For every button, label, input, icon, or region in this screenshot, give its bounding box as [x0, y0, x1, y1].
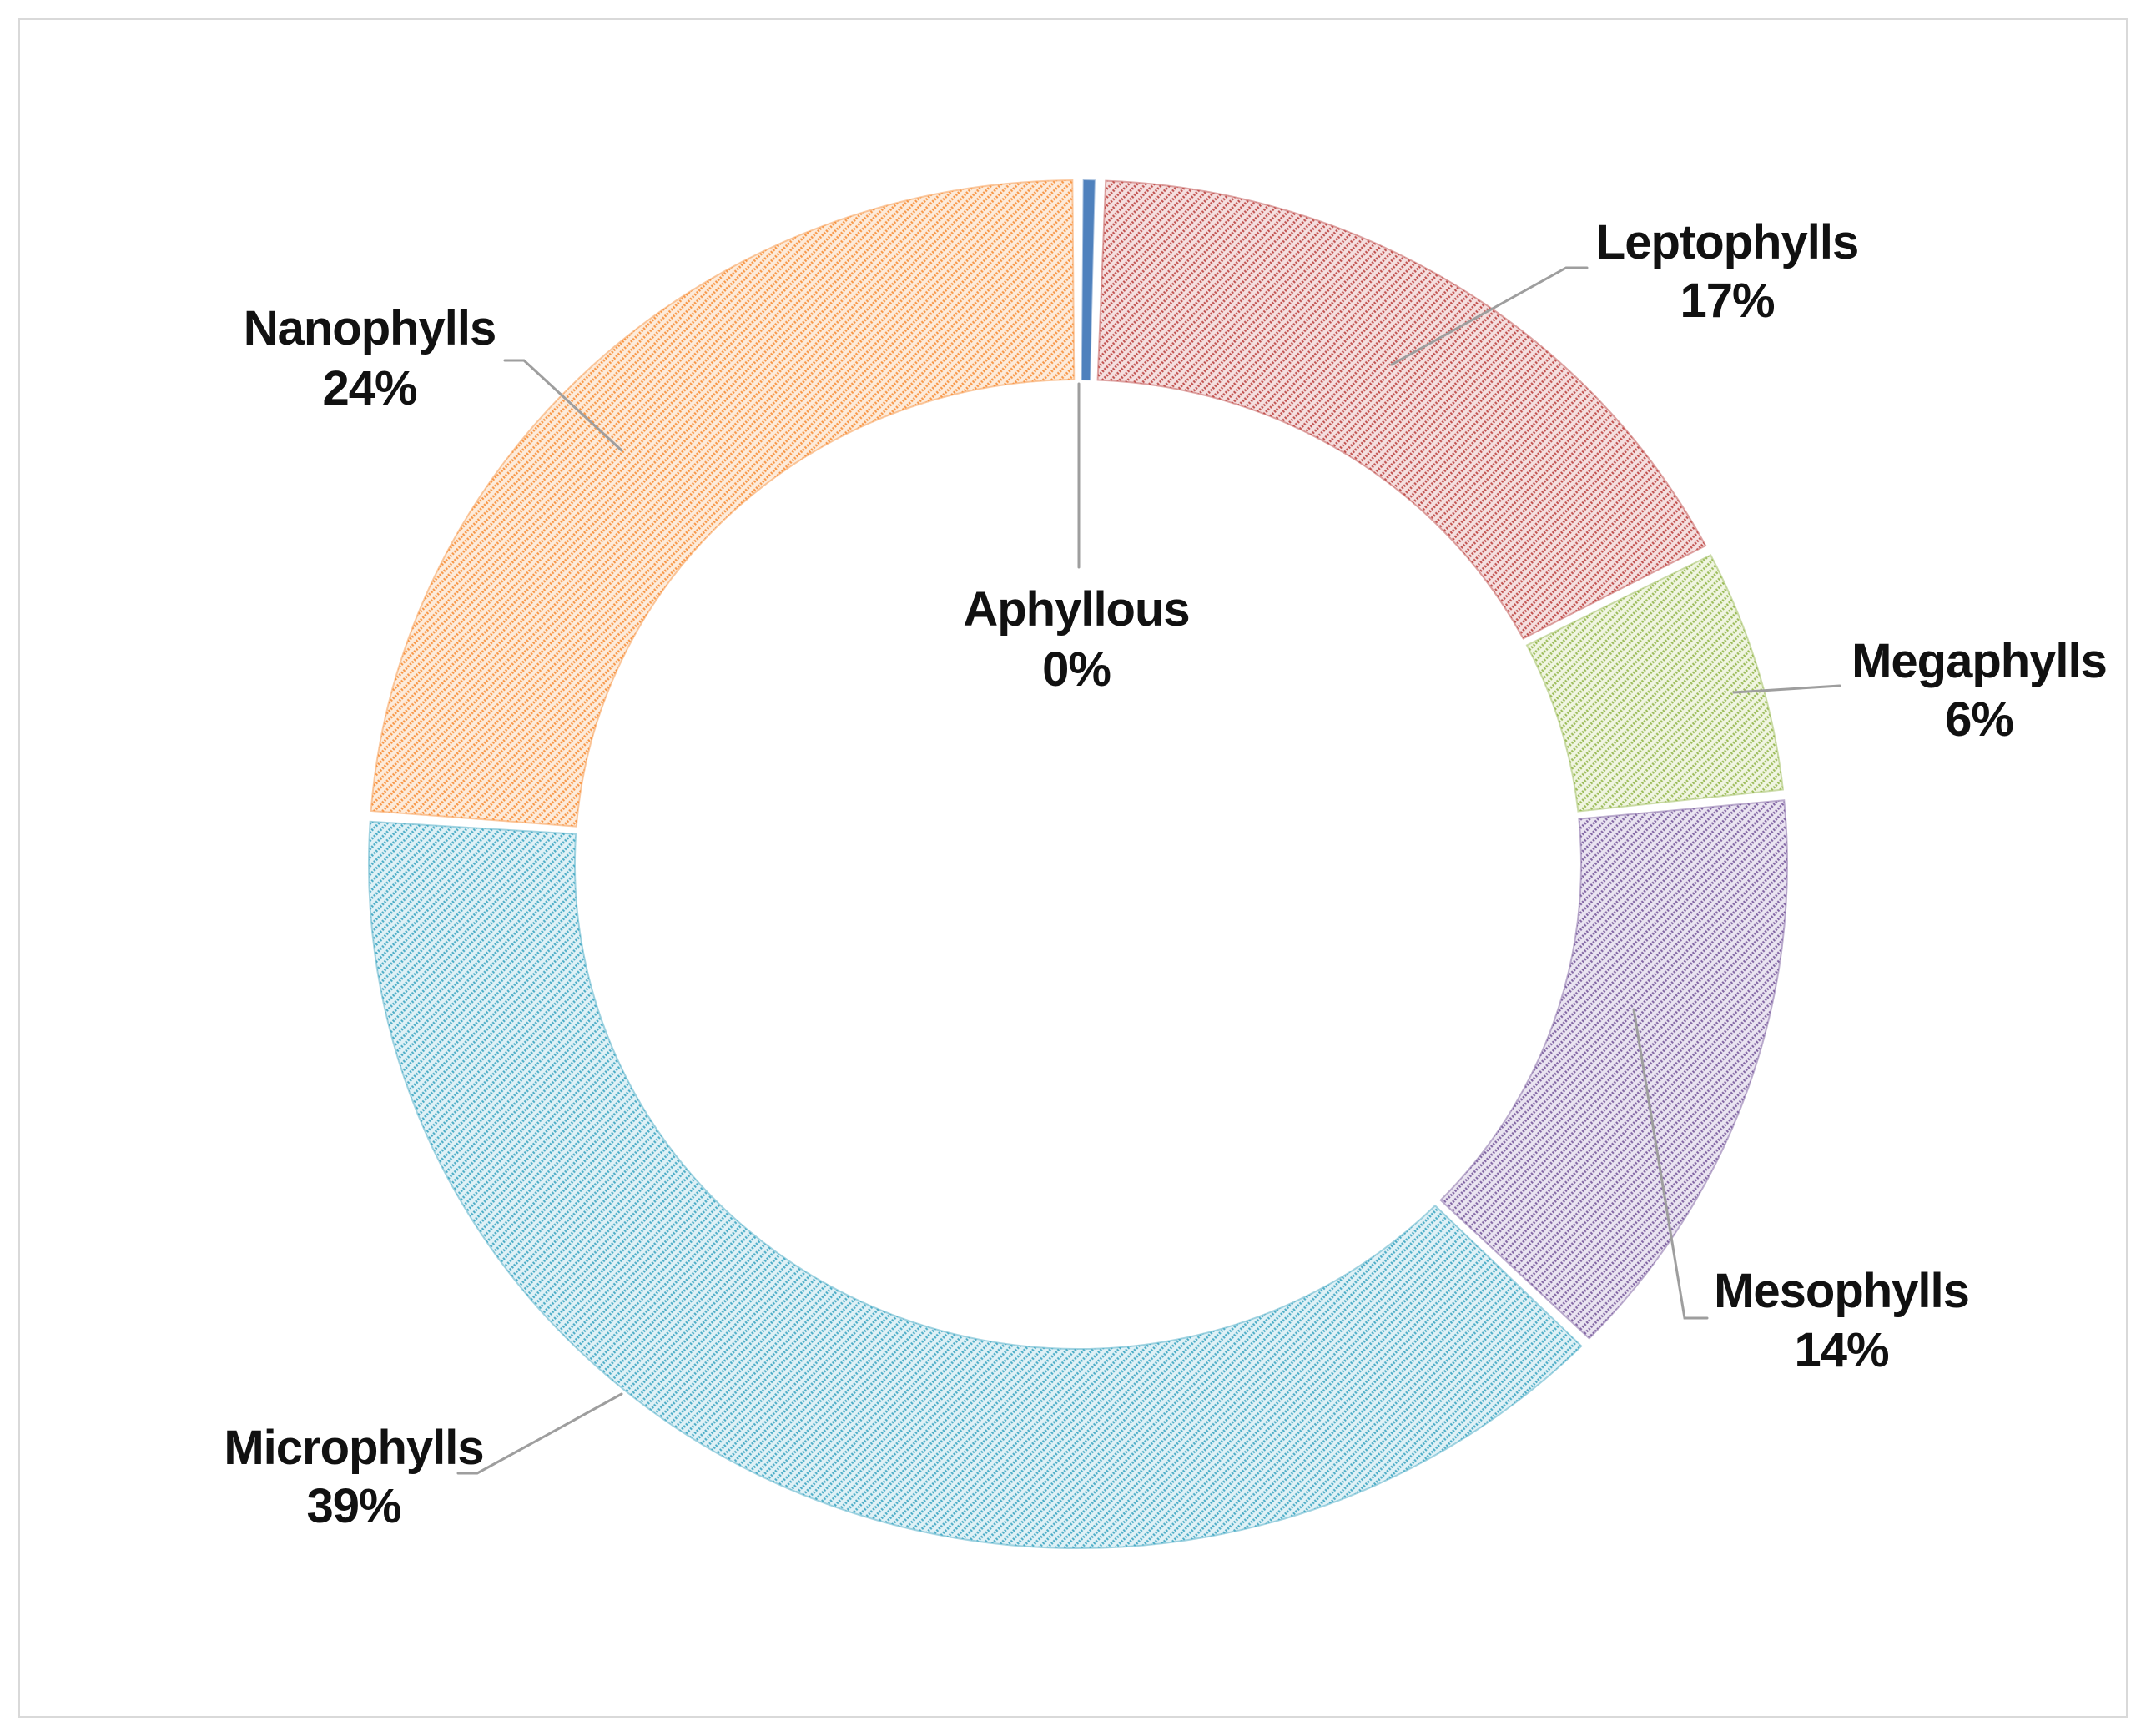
slice-microphylls — [368, 820, 1583, 1549]
label-leptophylls-percentage: 17% — [1680, 274, 1775, 328]
label-aphyllous-percentage: 0% — [1042, 642, 1111, 697]
label-microphylls-percentage: 39% — [306, 1479, 401, 1533]
slice-mesophylls — [1439, 799, 1788, 1340]
leader-leptophylls — [1390, 266, 1589, 366]
leader-microphylls — [456, 1392, 623, 1475]
slice-megaphylls — [1525, 554, 1785, 813]
label-nanophylls-name: Nanophylls — [244, 301, 496, 355]
label-mesophylls-percentage: 14% — [1794, 1323, 1889, 1377]
label-leptophylls-name: Leptophylls — [1596, 215, 1858, 269]
slice-aphyllous — [1081, 179, 1096, 381]
leader-mesophylls — [1632, 1008, 1709, 1320]
label-megaphylls-name: Megaphylls — [1851, 634, 2107, 688]
leader-nanophylls — [503, 359, 623, 452]
slice-nanophylls — [370, 179, 1076, 828]
label-megaphylls-percentage: 6% — [1945, 692, 2013, 747]
label-mesophylls-name: Mesophylls — [1714, 1264, 1969, 1318]
label-microphylls-name: Microphylls — [224, 1421, 483, 1475]
label-aphyllous-name: Aphyllous — [963, 582, 1189, 637]
leader-megaphylls — [1732, 684, 1841, 694]
label-nanophylls-percentage: 24% — [322, 361, 417, 415]
slice-leptophylls — [1096, 179, 1707, 640]
